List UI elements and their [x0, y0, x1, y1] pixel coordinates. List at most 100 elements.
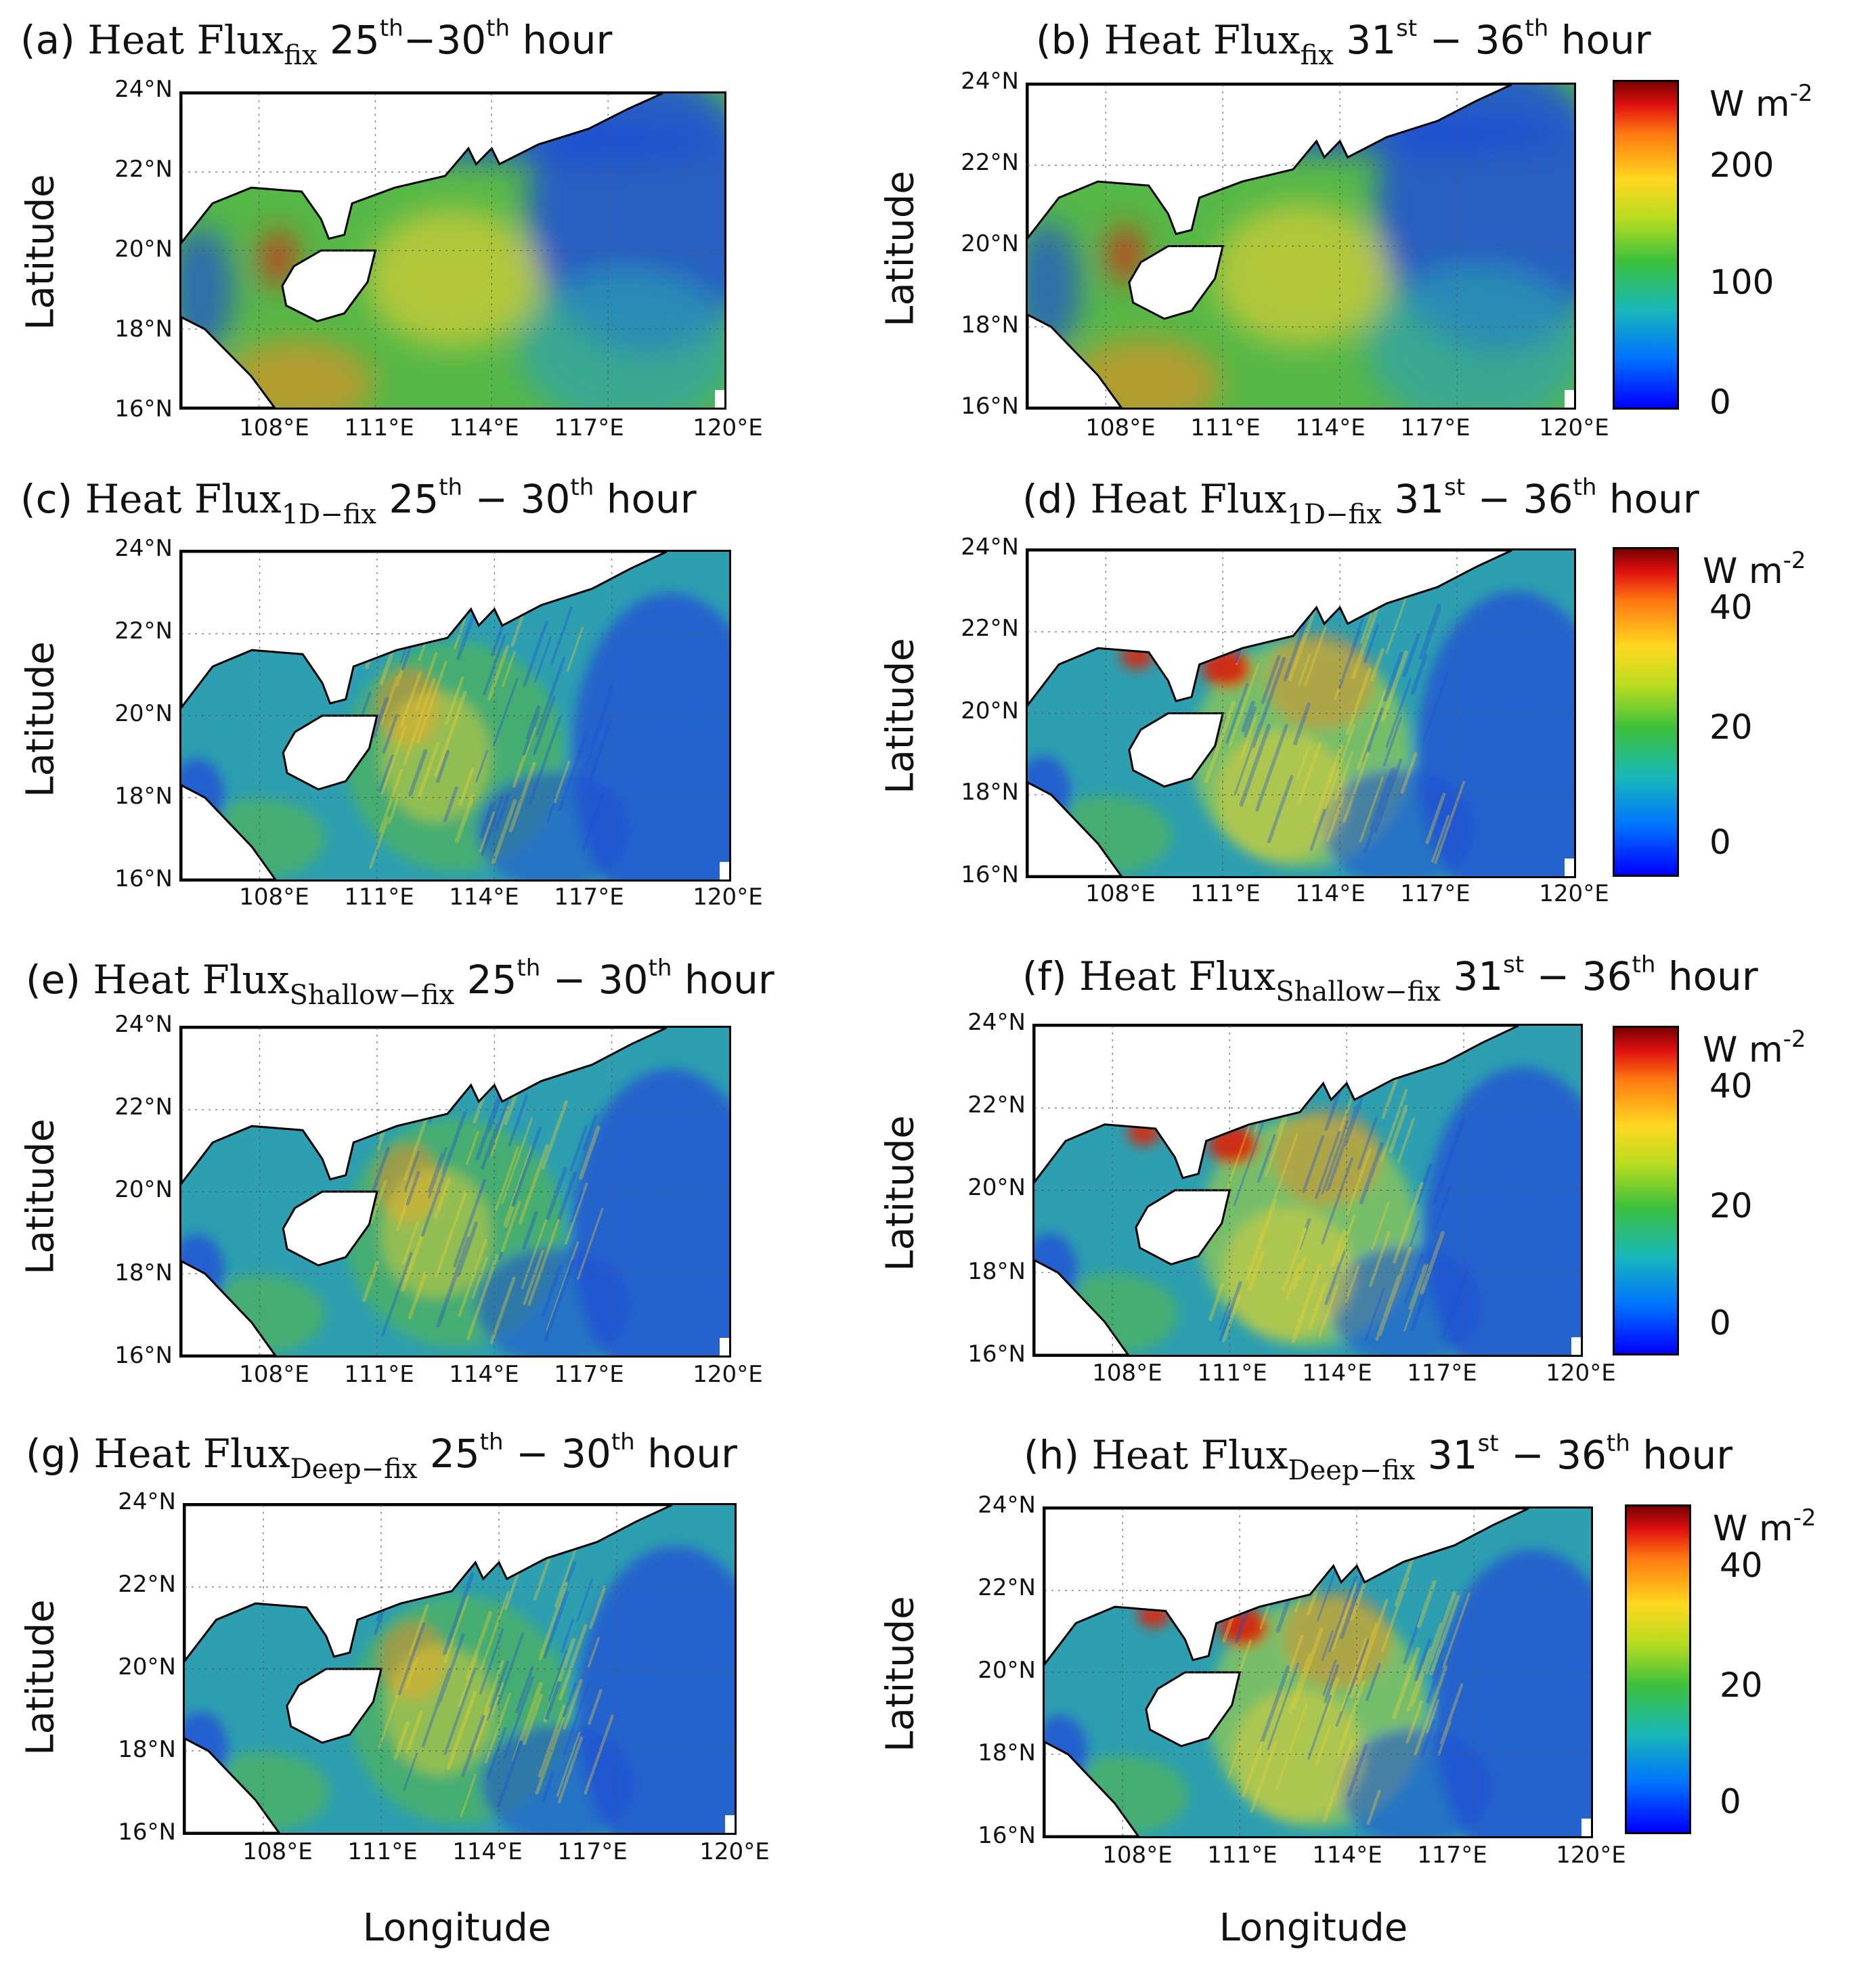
- wave-streak: [408, 749, 428, 797]
- wave-streak: [1326, 1104, 1359, 1191]
- colorbar-b: [1613, 80, 1679, 410]
- map-plot-c: [179, 550, 731, 882]
- wave-streak: [1348, 1638, 1370, 1695]
- wave-streak: [1408, 1263, 1427, 1310]
- vietnam-coast: [1028, 781, 1123, 876]
- wave-streak: [1420, 1719, 1437, 1759]
- wave-streak: [1264, 1114, 1288, 1177]
- wave-streak: [447, 1690, 477, 1770]
- wave-streak: [1345, 1148, 1372, 1219]
- hainan-island: [281, 249, 377, 323]
- no-data-patch: [715, 390, 724, 408]
- wave-streak: [372, 696, 389, 738]
- lat-tick-h-20: 20°N: [978, 1657, 1036, 1684]
- lat-tick-g-20: 20°N: [118, 1653, 176, 1680]
- lat-tick-e-18: 18°N: [114, 1259, 173, 1286]
- wave-streak: [393, 1720, 410, 1760]
- wave-streak: [1340, 1638, 1368, 1712]
- wave-streak: [1334, 650, 1353, 700]
- wave-streak: [458, 767, 475, 806]
- wave-streak: [475, 750, 489, 783]
- wave-streak: [1433, 1186, 1452, 1230]
- field-blob: [1108, 225, 1142, 284]
- wave-streak: [1392, 1647, 1420, 1720]
- wave-streak: [421, 1674, 450, 1748]
- field-blob: [1232, 1689, 1364, 1820]
- wave-streak: [1380, 1088, 1408, 1162]
- colorbar-tick-f-20: 20: [1709, 1186, 1753, 1225]
- map-plot-a: [179, 91, 726, 410]
- wave-streak: [436, 1236, 471, 1328]
- wave-streak: [427, 1152, 443, 1193]
- wave-streak: [1324, 1664, 1340, 1703]
- wave-streak: [1335, 1638, 1368, 1727]
- lon-tick-a-108: 108°E: [239, 414, 309, 441]
- wave-streak: [558, 731, 588, 811]
- wave-streak: [1439, 1683, 1464, 1745]
- wave-streak: [515, 1666, 534, 1714]
- wave-streak: [553, 760, 571, 804]
- wave-streak: [1418, 603, 1441, 660]
- wave-streak: [1370, 647, 1384, 682]
- colorbar-tick-b-200: 200: [1709, 146, 1774, 185]
- colorbar-tick-d-40: 40: [1709, 588, 1753, 627]
- wave-streak: [1364, 767, 1396, 853]
- wave-streak: [1403, 1263, 1429, 1332]
- wave-streak: [396, 1182, 415, 1232]
- lon-tick-f-108: 108°E: [1092, 1360, 1162, 1387]
- lat-tick-e-24: 24°N: [114, 1011, 173, 1038]
- lon-tick-e-108: 108°E: [239, 1361, 309, 1388]
- wave-streak: [1359, 776, 1384, 843]
- vietnam-coast: [1034, 1259, 1130, 1355]
- wave-streak: [1426, 1660, 1443, 1704]
- wave-streak: [585, 691, 613, 767]
- wave-streak: [382, 714, 399, 754]
- lon-tick-a-111: 111°E: [344, 414, 414, 441]
- wave-streak: [415, 652, 438, 712]
- map-plot-d: [1026, 548, 1576, 878]
- lat-tick-f-24: 24°N: [967, 1009, 1026, 1036]
- map-plot-f: [1032, 1024, 1583, 1357]
- wave-streak: [1370, 768, 1393, 830]
- field-blob: [1338, 1728, 1492, 1836]
- wave-streak: [1389, 1104, 1408, 1154]
- lon-tick-e-114: 114°E: [449, 1361, 519, 1388]
- no-data-patch: [1565, 390, 1574, 408]
- wave-streak: [518, 1144, 549, 1225]
- wave-streak: [567, 1623, 588, 1677]
- colorbar-tick-h-40: 40: [1720, 1546, 1763, 1585]
- wave-streak: [1219, 1299, 1231, 1330]
- colorbar-tick-f-40: 40: [1709, 1066, 1753, 1106]
- wave-streak: [1286, 1634, 1304, 1680]
- colorbar-tick-d-20: 20: [1709, 708, 1753, 747]
- lon-tick-f-117: 117°E: [1407, 1360, 1477, 1387]
- wave-streak: [481, 795, 504, 856]
- wave-streak: [479, 1628, 504, 1695]
- lon-tick-b-117: 117°E: [1400, 414, 1470, 441]
- lon-tick-c-120: 120°E: [693, 884, 763, 911]
- wave-streak: [480, 1590, 510, 1671]
- wave-streak: [1308, 1282, 1328, 1330]
- colorbar-tick-h-20: 20: [1720, 1666, 1763, 1705]
- lat-tick-d-16: 16°N: [961, 861, 1019, 888]
- wave-streak: [1345, 668, 1372, 735]
- wave-streak: [1321, 1630, 1334, 1662]
- wave-streak: [471, 1257, 488, 1299]
- wave-streak: [479, 803, 495, 839]
- wave-streak: [369, 817, 389, 869]
- wave-streak: [1307, 1694, 1332, 1760]
- wave-streak: [1345, 1265, 1360, 1303]
- wave-streak: [1275, 1702, 1308, 1789]
- lon-tick-e-120: 120°E: [693, 1361, 763, 1388]
- mainland-coast: [1028, 85, 1512, 240]
- mainland-coast: [1028, 550, 1512, 707]
- wave-streak: [496, 1740, 523, 1808]
- mainland-coast: [181, 552, 668, 710]
- wave-streak: [1425, 1633, 1442, 1675]
- y-axis-label-d: Latitude: [878, 638, 923, 794]
- wave-streak: [1334, 751, 1354, 801]
- wave-streak: [1420, 1230, 1445, 1295]
- wave-streak: [1297, 1218, 1311, 1251]
- colorbar-tick-b-100: 100: [1709, 263, 1774, 302]
- wave-streak: [556, 1731, 581, 1798]
